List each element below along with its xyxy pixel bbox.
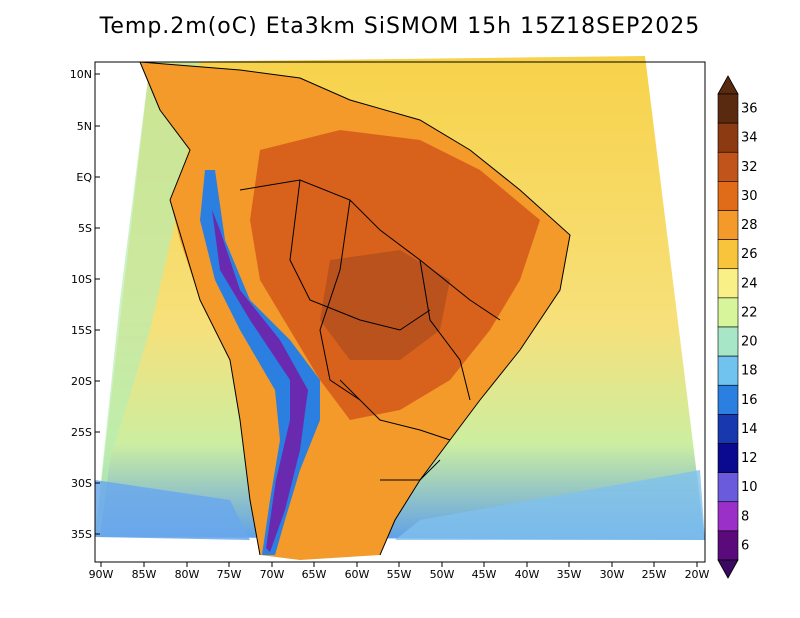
- colorbar-segment: [717, 297, 739, 328]
- colorbar-labels: 36 34 32 30 28 26 24 22 20 18 16 14 12 10 8 6: [741, 102, 758, 554]
- lat-tick: 35S: [71, 528, 100, 541]
- lat-label-5n: 5N: [77, 120, 92, 133]
- colorbar-segment: [717, 414, 739, 444]
- colorbar-segment: [717, 530, 739, 561]
- lon-tick: 65W: [302, 562, 327, 581]
- lat-label-10s: 10S: [71, 273, 92, 286]
- colorbar-label: 12: [741, 451, 758, 466]
- colorbar-label: 14: [741, 422, 758, 437]
- lat-tick: 25S: [71, 426, 100, 439]
- lon-tick: 20W: [685, 562, 710, 581]
- lat-tick: 20S: [71, 375, 100, 388]
- lat-tick: 10N: [70, 68, 100, 81]
- colorbar-segments: [717, 93, 739, 561]
- lon-label-55w: 55W: [387, 568, 412, 581]
- lon-tick: 40W: [515, 562, 540, 581]
- colorbar-label: 8: [741, 509, 749, 524]
- lon-tick: 35W: [557, 562, 582, 581]
- colorbar-label: 30: [741, 189, 758, 204]
- lon-tick: 25W: [642, 562, 667, 581]
- lon-label-20w: 20W: [685, 568, 710, 581]
- colorbar-label: 36: [741, 102, 758, 117]
- lat-label-eq: EQ: [76, 171, 92, 184]
- lon-tick: 80W: [175, 562, 200, 581]
- lon-tick: 50W: [430, 562, 455, 581]
- lon-label-70w: 70W: [260, 568, 285, 581]
- lon-label-50w: 50W: [430, 568, 455, 581]
- south-pacific-cool: [95, 480, 250, 540]
- colorbar-segment: [717, 122, 739, 153]
- lon-tick: 30W: [600, 562, 625, 581]
- lon-tick: 55W: [387, 562, 412, 581]
- colorbar-label: 34: [741, 131, 758, 146]
- colorbar-segment: [717, 472, 739, 503]
- colorbar-segment: [717, 151, 739, 182]
- colorbar-segment: [717, 181, 739, 211]
- lon-tick: 70W: [260, 562, 285, 581]
- colorbar-segment: [717, 355, 739, 386]
- colorbar-label: 22: [741, 305, 758, 320]
- colorbar-label: 20: [741, 335, 758, 350]
- colorbar-segment: [717, 93, 739, 124]
- lon-label-60w: 60W: [345, 568, 370, 581]
- colorbar-segment: [717, 239, 739, 270]
- colorbar-over-arrow: [717, 75, 739, 95]
- colorbar-segment: [717, 210, 739, 240]
- south-atlantic-cool: [395, 470, 705, 540]
- lon-label-45w: 45W: [472, 568, 497, 581]
- lat-label-20s: 20S: [71, 375, 92, 388]
- colorbar-label: 28: [741, 218, 758, 233]
- lon-label-25w: 25W: [642, 568, 667, 581]
- colorbar-segment: [717, 384, 739, 415]
- lat-label-5s: 5S: [78, 222, 92, 235]
- colorbar-label: 26: [741, 247, 758, 262]
- lat-tick: 30S: [71, 477, 100, 490]
- lon-label-65w: 65W: [302, 568, 327, 581]
- colorbar-label: 24: [741, 276, 758, 291]
- lon-tick: 45W: [472, 562, 497, 581]
- colorbar-segment: [717, 268, 739, 299]
- colorbar-label: 16: [741, 393, 758, 408]
- colorbar-label: 10: [741, 480, 758, 495]
- colorbar-label: 6: [741, 538, 749, 553]
- lat-axis: 10N 5N EQ 5S 10S 15S 20S 25S 30S 35S: [70, 68, 100, 541]
- colorbar-under-arrow: [717, 559, 739, 579]
- lat-tick: 5S: [78, 222, 100, 235]
- lon-tick: 85W: [132, 562, 157, 581]
- lon-label-75w: 75W: [217, 568, 242, 581]
- colorbar-segment: [717, 443, 739, 473]
- colorbar-segment: [717, 501, 739, 532]
- lat-label-10n: 10N: [70, 68, 92, 81]
- lon-label-85w: 85W: [132, 568, 157, 581]
- colorbar-segment: [717, 326, 739, 357]
- map-title: Temp.2m(oC) Eta3km SiSMOM 15h 15Z18SEP20…: [99, 14, 701, 39]
- map-panel: [94, 56, 706, 563]
- colorbar-label: 18: [741, 364, 758, 379]
- lon-tick: 75W: [217, 562, 242, 581]
- lat-tick: 10S: [71, 273, 100, 286]
- lon-tick: 90W: [89, 562, 114, 581]
- lon-label-80w: 80W: [175, 568, 200, 581]
- lon-axis: 90W 85W 80W 75W 70W 65W 60W 55W 50W 45W …: [89, 562, 710, 581]
- continent-hottest: [320, 250, 450, 360]
- lon-label-90w: 90W: [89, 568, 114, 581]
- lon-label-30w: 30W: [600, 568, 625, 581]
- lon-label-35w: 35W: [557, 568, 582, 581]
- pacific-band: [95, 62, 200, 537]
- colorbar-label: 32: [741, 160, 758, 175]
- lon-tick: 60W: [345, 562, 370, 581]
- lat-label-30s: 30S: [71, 477, 92, 490]
- map-frame: [94, 61, 706, 563]
- country-borders: [139, 61, 571, 556]
- lat-tick: EQ: [76, 171, 100, 184]
- colorbar: 36 34 32 30 28 26 24 22 20 18 16 14 12 10 8 6: [717, 75, 758, 579]
- lat-label-15s: 15S: [71, 324, 92, 337]
- andes-coldest: [212, 210, 308, 552]
- lat-label-35s: 35S: [71, 528, 92, 541]
- lon-label-40w: 40W: [515, 568, 540, 581]
- lat-label-25s: 25S: [71, 426, 92, 439]
- lat-tick: 15S: [71, 324, 100, 337]
- lat-tick: 5N: [77, 120, 100, 133]
